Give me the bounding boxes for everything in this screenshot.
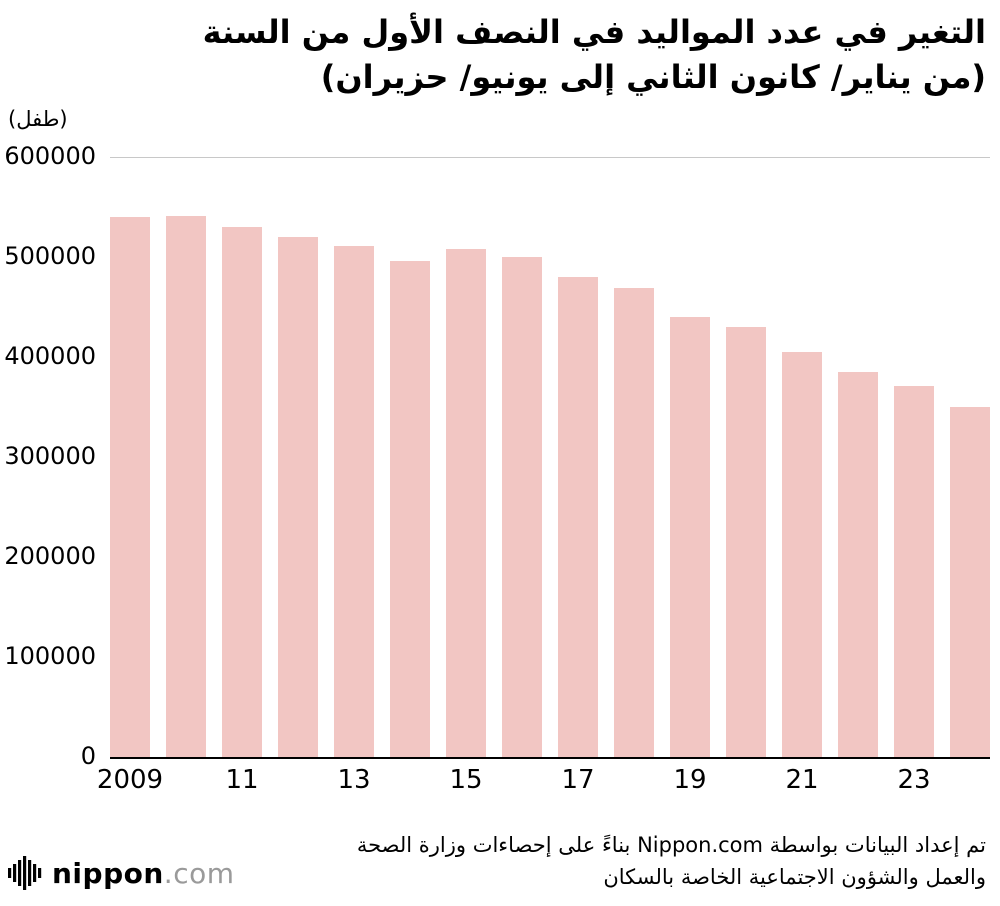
nippon-logo: nippon.com [8,854,235,894]
bar-2014 [390,260,430,757]
nippon-logo-text: nippon.com [52,857,235,890]
bar-chart: 0 100000 200000 300000 400000 500000 600000 200… [4,142,990,795]
x-axis-tick-label-21: 21 [785,764,819,795]
source-note-line2: والعمل والشؤون الاجتماعية الخاصة بالسكان [603,865,986,890]
source-note-line1: تم إعداد البيانات بواسطة Nippon.com بناء… [356,832,986,857]
bar-2015 [446,248,486,757]
y-axis-tick-label-500000: 500000 [4,241,96,270]
bar-2022 [838,371,878,757]
bar-2020 [726,326,766,757]
x-axis-tick-label-13: 13 [337,764,371,795]
bar-2019 [670,316,710,757]
x-axis-tick-label-15: 15 [449,764,483,795]
chart-title: التغير في عدد المواليد في النصف الأول من… [0,0,1000,101]
logo-name: nippon [52,856,164,890]
bar-2010 [166,215,206,757]
gridline-600000 [110,156,990,158]
x-axis-tick-label-19: 19 [673,764,707,795]
logo-tld: .com [163,856,235,890]
bar-2017 [558,276,598,757]
y-axis-tick-label-300000: 300000 [4,441,96,470]
chart-title-line2: (من يناير/ كانون الثاني إلى يونيو/ حزيرا… [320,58,986,97]
x-axis-tick-label-2009: 2009 [96,764,164,795]
bar-2011 [222,226,262,757]
bar-2023 [894,385,934,757]
bar-2009 [110,216,150,757]
y-axis-unit-label: (طفل) [8,106,68,131]
chart-title-line1: التغير في عدد المواليد في النصف الأول من… [202,13,986,51]
y-axis-tick-label-600000: 600000 [4,141,96,170]
soundwave-logo-icon [8,856,42,890]
source-note: تم إعداد البيانات بواسطة Nippon.com بناء… [357,829,986,894]
x-axis-tick-label-23: 23 [897,764,931,795]
x-axis-tick-label-11: 11 [225,764,259,795]
y-axis-tick-label-200000: 200000 [4,541,96,570]
bar-2021 [782,351,822,757]
y-axis-tick-label-100000: 100000 [4,641,96,670]
bar-2013 [334,245,374,757]
bar-2024 [950,406,990,757]
x-axis-tick-label-17: 17 [561,764,595,795]
footer: nippon.com تم إعداد البيانات بواسطة Nipp… [0,829,1000,906]
y-axis-tick-label-400000: 400000 [4,341,96,370]
bar-2016 [502,256,542,757]
bar-2012 [278,236,318,757]
bar-2018 [614,287,654,757]
y-axis-tick-label-0: 0 [80,741,96,770]
